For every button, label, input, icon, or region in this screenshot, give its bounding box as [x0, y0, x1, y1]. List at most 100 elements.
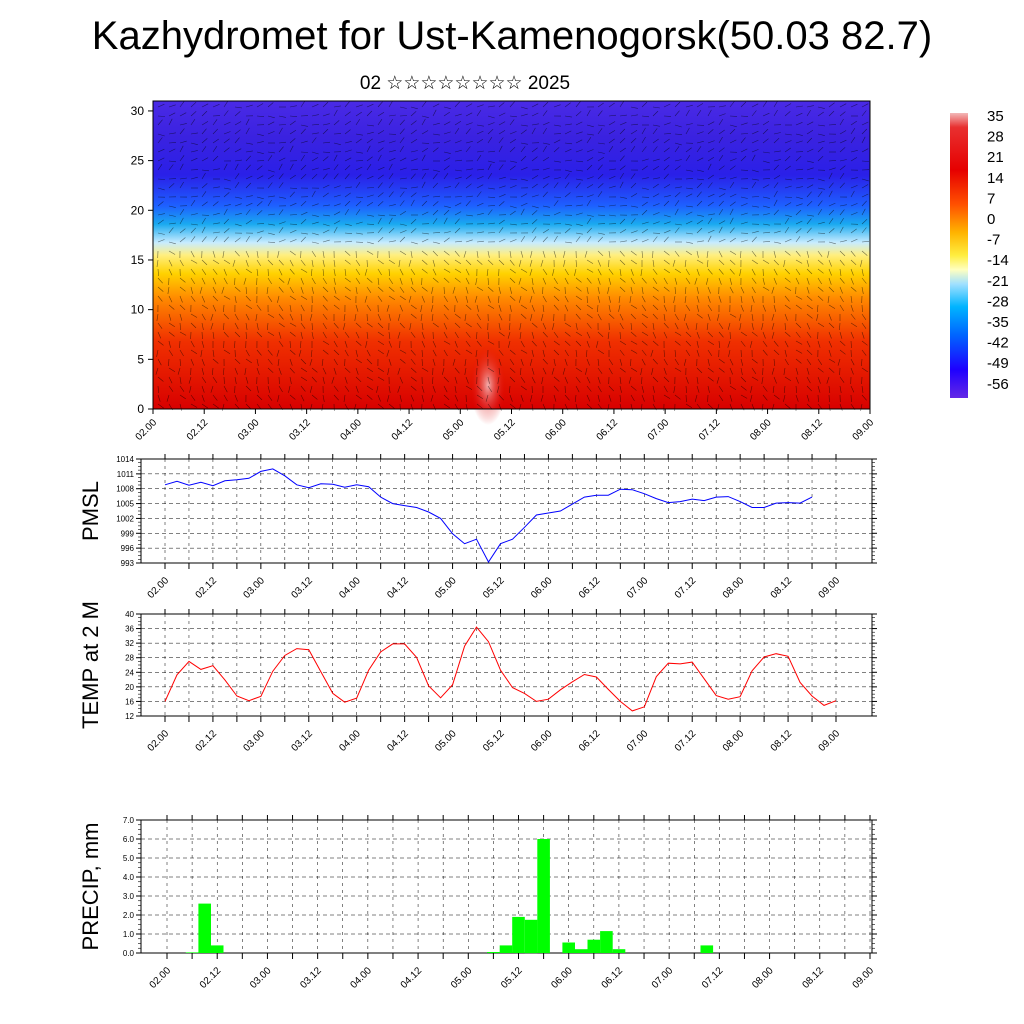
precip-bar — [499, 945, 513, 953]
y-axis-label: PMSL — [78, 481, 103, 541]
x-tick-label: 08.00 — [750, 965, 776, 991]
y-tick-label: 0.0 — [123, 949, 135, 958]
x-tick-label: 02.00 — [148, 965, 174, 991]
y-tick-label: 999 — [121, 529, 135, 538]
x-tick-label: 02.12 — [194, 575, 220, 601]
y-tick-label: 30 — [131, 104, 145, 118]
colorbar-label: -42 — [987, 335, 1009, 352]
x-tick-label: 06.12 — [577, 728, 603, 754]
y-tick-label: 4.0 — [123, 873, 135, 882]
x-tick-label: 05.00 — [449, 965, 475, 991]
colorbar-label: 14 — [987, 170, 1004, 187]
x-tick-label: 08.12 — [769, 575, 795, 601]
x-tick-label: 06.00 — [529, 575, 555, 601]
x-tick-label: 09.00 — [851, 417, 877, 443]
y-tick-label: 1014 — [116, 455, 134, 464]
precip-bar — [587, 939, 601, 953]
colorbar-label: 7 — [987, 190, 995, 207]
y-tick-label: 28 — [125, 654, 134, 663]
x-tick-label: 07.12 — [673, 575, 699, 601]
x-tick-label: 06.00 — [543, 417, 569, 443]
x-tick-label: 04.12 — [390, 417, 416, 443]
x-tick-label: 04.12 — [399, 965, 425, 991]
x-tick-label: 04.00 — [337, 728, 363, 754]
x-tick-label: 09.00 — [851, 965, 877, 991]
precip-bar — [575, 949, 588, 953]
chart-subtitle: 02 ☆☆☆☆☆☆☆☆ 2025 — [359, 73, 571, 94]
precip-bar — [524, 919, 538, 954]
precip-bar — [537, 839, 550, 953]
precip-bar — [700, 945, 714, 953]
y-tick-label: 7.0 — [123, 816, 135, 825]
precip-bar — [210, 945, 224, 953]
series-line — [164, 626, 837, 712]
x-tick-label: 06.00 — [529, 728, 555, 754]
y-tick-label: 24 — [125, 668, 134, 677]
x-tick-label: 07.00 — [625, 728, 651, 754]
heatmap-field — [153, 101, 870, 409]
y-tick-label: 12 — [125, 712, 134, 721]
x-tick-label: 07.00 — [625, 575, 651, 601]
x-tick-label: 07.12 — [700, 965, 726, 991]
y-tick-label: 993 — [121, 559, 135, 568]
colorbar-label: -28 — [987, 293, 1009, 310]
colorbar-label: -21 — [987, 273, 1009, 290]
y-tick-label: 10 — [131, 303, 145, 317]
x-tick-label: 03.12 — [289, 728, 315, 754]
x-tick-label: 03.12 — [289, 575, 315, 601]
panel-frame — [140, 458, 873, 564]
x-tick-label: 02.12 — [198, 965, 224, 991]
x-tick-label: 05.00 — [433, 728, 459, 754]
precip-bar — [487, 952, 500, 953]
x-tick-label: 04.00 — [349, 965, 375, 991]
precip-bar — [185, 952, 199, 953]
x-tick-label: 03.00 — [248, 965, 274, 991]
y-tick-label: 996 — [121, 544, 135, 553]
colorbar-label: 0 — [987, 211, 995, 228]
x-tick-label: 03.00 — [242, 728, 268, 754]
x-tick-label: 03.12 — [287, 417, 313, 443]
precip-panel: 0.0 1.0 2.0 3.0 4.0 5.0 6.0 7.0 02.00 02.12 03.00 0… — [78, 815, 877, 991]
colorbar-label: 21 — [987, 149, 1004, 166]
x-tick-label: 07.12 — [697, 417, 723, 443]
y-axis-label: PRECIP, mm — [78, 823, 103, 951]
x-tick-label: 06.00 — [549, 965, 575, 991]
x-tick-label: 07.12 — [673, 728, 699, 754]
x-tick-label: 08.00 — [748, 417, 774, 443]
y-tick-label: 1008 — [116, 485, 134, 494]
x-tick-label: 02.12 — [194, 728, 220, 754]
y-tick-label: 1002 — [116, 514, 134, 523]
x-tick-label: 02.00 — [146, 728, 172, 754]
x-tick-label: 04.00 — [339, 417, 365, 443]
x-tick-label: 07.00 — [650, 965, 676, 991]
x-tick-label: 08.00 — [721, 575, 747, 601]
x-tick-label: 04.12 — [385, 575, 411, 601]
precip-bar — [600, 931, 613, 953]
y-tick-label: 1005 — [116, 500, 134, 509]
temperature-cross-section-panel: 0 5 10 15 20 25 30 02.00 02.12 03.00 03.12 04.00 04.… — [131, 100, 877, 443]
x-tick-label: 08.00 — [721, 728, 747, 754]
colorbar-label: -14 — [987, 252, 1009, 269]
x-tick-label: 05.00 — [441, 417, 467, 443]
panel-frame — [140, 819, 873, 954]
colorbar-label: -56 — [987, 376, 1009, 393]
colorbar-label: -49 — [987, 355, 1009, 372]
x-tick-label: 08.12 — [769, 728, 795, 754]
x-tick-label: 09.00 — [817, 575, 843, 601]
chart-title: Kazhydromet for Ust-Kamenogorsk(50.03 82… — [91, 14, 933, 58]
colorbar-label: -7 — [987, 232, 1000, 249]
x-tick-label: 06.12 — [600, 965, 626, 991]
y-tick-label: 5.0 — [123, 854, 135, 863]
x-tick-label: 06.12 — [577, 575, 603, 601]
y-tick-label: 20 — [125, 683, 134, 692]
colorbar-label: -35 — [987, 314, 1009, 331]
x-tick-label: 06.12 — [595, 417, 621, 443]
y-tick-label: 32 — [125, 639, 134, 648]
wind-barbs — [155, 100, 870, 412]
x-tick-label: 05.12 — [492, 417, 518, 443]
series-line — [164, 468, 813, 563]
y-tick-label: 3.0 — [123, 892, 135, 901]
precip-bar — [198, 903, 211, 953]
y-tick-label: 1.0 — [123, 930, 135, 939]
